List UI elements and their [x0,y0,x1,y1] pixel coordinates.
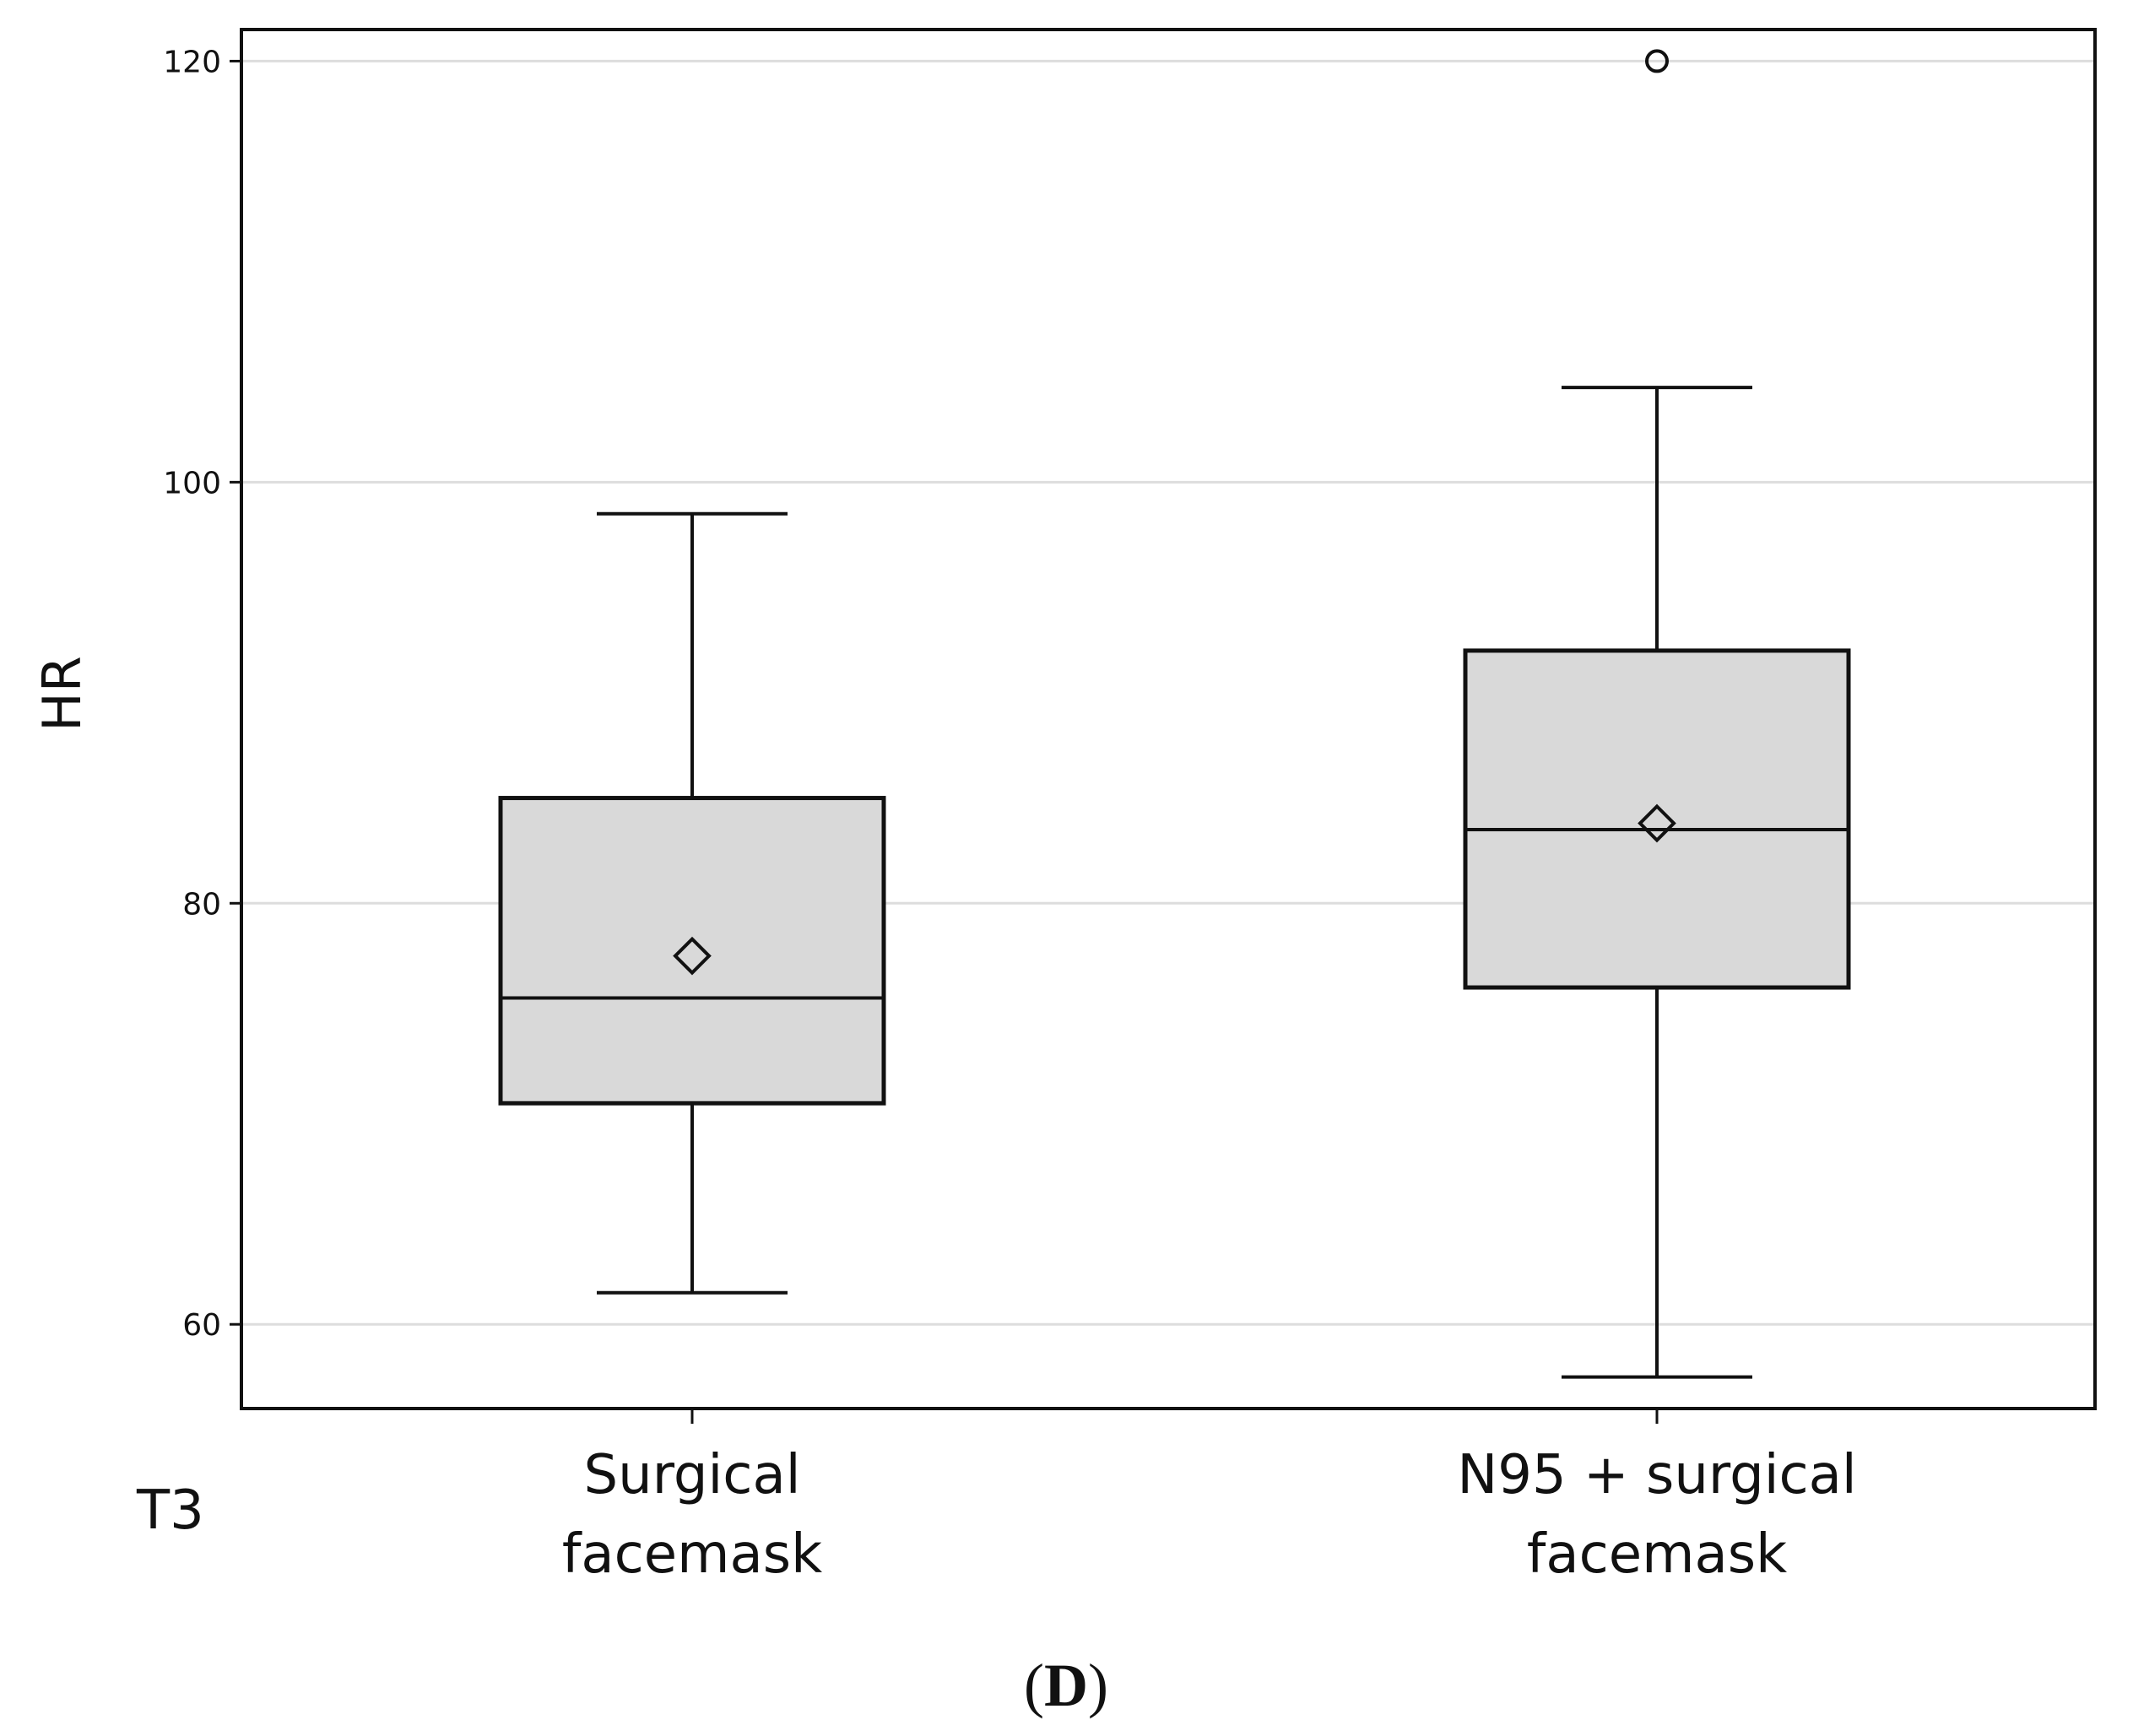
outlier-point [1645,49,1669,73]
mean-marker [673,936,712,976]
box-2 [1463,49,1851,1379]
iqr-box [498,796,886,1106]
mean-marker [1638,803,1676,843]
figure-label-letter: D [1044,1652,1088,1719]
x-category-label-2: N95 + surgical facemask [1457,1444,1856,1586]
x-category-label-line: N95 + surgical [1457,1444,1856,1506]
iqr-box [1463,648,1851,990]
box-series [498,49,1851,1379]
figure-label-close: ) [1088,1652,1108,1719]
y-tick-label-80: 80 [182,887,221,922]
figure-label-open: ( [1024,1652,1044,1719]
panel-tag: T3 [136,1479,204,1542]
y-tick-label-120: 120 [163,45,221,79]
y-tick-label-100: 100 [163,466,221,500]
figure-label: (D) [1024,1652,1108,1719]
x-category-label-1: Surgical facemask [562,1444,822,1586]
x-category-label-line: facemask [562,1523,822,1586]
x-category-label-line: facemask [1527,1523,1787,1586]
plot-area-frame [240,28,2097,1410]
box-1 [498,511,886,1295]
x-category-label-line: Surgical [584,1444,801,1506]
y-axis-label: HR [31,656,93,732]
y-tick-label-60: 60 [182,1308,221,1343]
